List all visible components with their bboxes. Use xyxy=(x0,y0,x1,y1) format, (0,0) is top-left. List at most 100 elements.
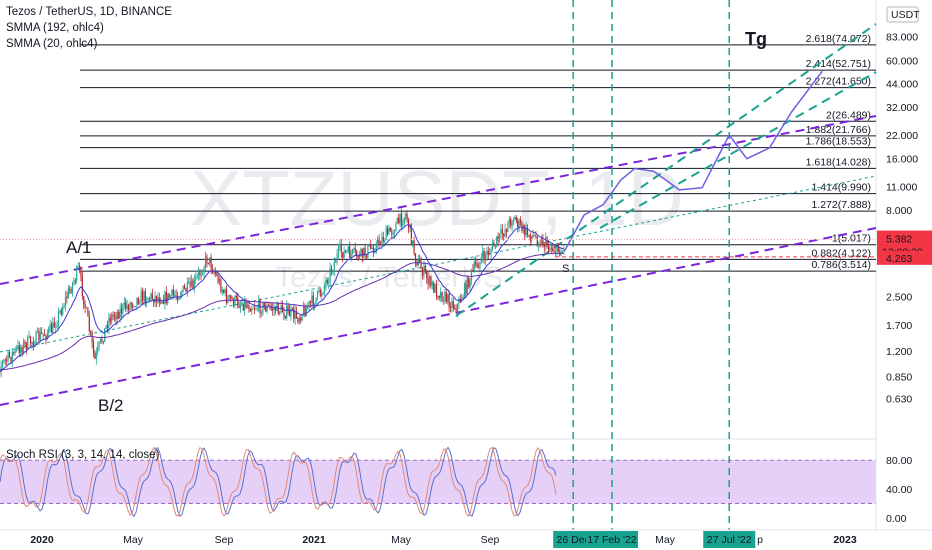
candle-body xyxy=(477,266,480,268)
candle-body xyxy=(448,294,450,308)
candle-body xyxy=(195,277,197,280)
candle-body xyxy=(255,308,257,310)
candle-body xyxy=(95,352,97,359)
candle-body xyxy=(104,328,106,342)
candle-body xyxy=(108,317,110,329)
indicator-smma-192[interactable]: SMMA (192, ohlc4) xyxy=(6,22,104,34)
candle-body xyxy=(451,301,453,309)
candle-body xyxy=(116,311,118,320)
candle-body xyxy=(489,253,491,255)
candle-body xyxy=(414,253,417,263)
candle-body xyxy=(398,217,400,224)
candle-body xyxy=(106,325,109,329)
candle-body xyxy=(115,317,117,320)
candle-body xyxy=(67,288,69,298)
midline-dotted xyxy=(0,175,877,353)
symbol-title[interactable]: Tezos / TetherUS, 1D, BINANCE xyxy=(6,6,172,18)
candle-body xyxy=(360,248,362,254)
candle-body xyxy=(294,310,296,319)
candle-body xyxy=(164,291,166,305)
candle-body xyxy=(239,304,242,308)
time-axis-label: 2021 xyxy=(302,534,326,546)
candle-body xyxy=(483,251,485,261)
candle-body xyxy=(97,347,99,353)
candle-body xyxy=(45,335,47,339)
candle-body xyxy=(18,345,20,353)
last-price-value: 5.382 xyxy=(886,234,912,246)
candle-body xyxy=(295,310,298,318)
candle-body xyxy=(59,310,61,312)
candle-body xyxy=(245,301,247,308)
candle-body xyxy=(388,227,390,235)
candle-body xyxy=(431,282,433,286)
price-axis-label: 1.700 xyxy=(886,320,912,332)
time-axis-label: May xyxy=(391,534,412,546)
candle-body xyxy=(462,296,464,299)
candle-body xyxy=(550,247,552,249)
indicator-smma-20[interactable]: SMMA (20, ohlc4) xyxy=(6,38,98,50)
candle-body xyxy=(176,295,179,300)
candle-body xyxy=(508,218,510,224)
candle-body xyxy=(202,273,204,275)
time-axis-marker-tag xyxy=(703,531,756,548)
candle-body xyxy=(35,331,37,346)
candle-body xyxy=(371,247,373,249)
candle-body xyxy=(155,295,158,302)
candle-body xyxy=(435,284,438,297)
candle-body xyxy=(252,308,254,310)
candle-body xyxy=(225,289,228,303)
candle-body xyxy=(48,327,50,334)
candle-body xyxy=(539,244,541,246)
candle-body xyxy=(490,249,492,254)
candle-body xyxy=(231,298,233,300)
candle-body xyxy=(318,289,320,291)
candle-body xyxy=(160,302,162,304)
candle-body xyxy=(168,293,170,298)
candle-body xyxy=(554,252,557,254)
candle-body xyxy=(531,235,533,241)
candle-body xyxy=(395,223,397,232)
time-axis-label: 2023 xyxy=(833,534,857,546)
candle-body xyxy=(111,314,113,322)
candle-body xyxy=(424,266,426,272)
candle-body xyxy=(11,352,13,362)
candle-body xyxy=(526,227,529,235)
candle-body xyxy=(556,243,558,253)
candle-body xyxy=(553,250,555,253)
candle-body xyxy=(365,255,368,258)
candle-body xyxy=(552,248,554,251)
candle-body xyxy=(56,324,58,328)
candle-body xyxy=(119,308,121,319)
fib-level-label: 1(5.017) xyxy=(832,233,871,245)
annotation-tg: Tg xyxy=(745,29,767,49)
candle-body xyxy=(118,311,120,319)
candle-body xyxy=(66,296,68,298)
candle-body xyxy=(112,314,114,316)
fib-level-label: 0.786(3.514) xyxy=(811,259,871,271)
currency-badge[interactable] xyxy=(886,6,919,23)
candle-body xyxy=(500,229,502,234)
candle-body xyxy=(17,345,19,349)
candle-body xyxy=(307,307,309,308)
candle-body xyxy=(151,293,153,299)
price-axis-bg xyxy=(877,0,932,440)
candle-body xyxy=(76,267,78,281)
oscillator-title[interactable]: Stoch RSI (3, 3, 14, 14, close) xyxy=(6,449,160,461)
price-axis-label: 11.000 xyxy=(886,181,917,193)
candle-body xyxy=(504,229,506,237)
candle-body xyxy=(165,291,167,304)
candle-body xyxy=(416,262,418,266)
price-axis-label: 1.200 xyxy=(886,346,912,358)
candle-body xyxy=(337,246,340,254)
time-axis-bg xyxy=(0,530,932,550)
candle-body xyxy=(4,359,6,361)
candle-body xyxy=(246,305,249,308)
osc-axis-label: 40.00 xyxy=(886,484,912,496)
candle-body xyxy=(385,228,387,241)
stoch-d-line xyxy=(0,446,557,518)
candle-body xyxy=(102,341,104,343)
candle-body xyxy=(445,292,447,303)
candle-body xyxy=(141,291,144,301)
candle-body xyxy=(522,225,524,232)
